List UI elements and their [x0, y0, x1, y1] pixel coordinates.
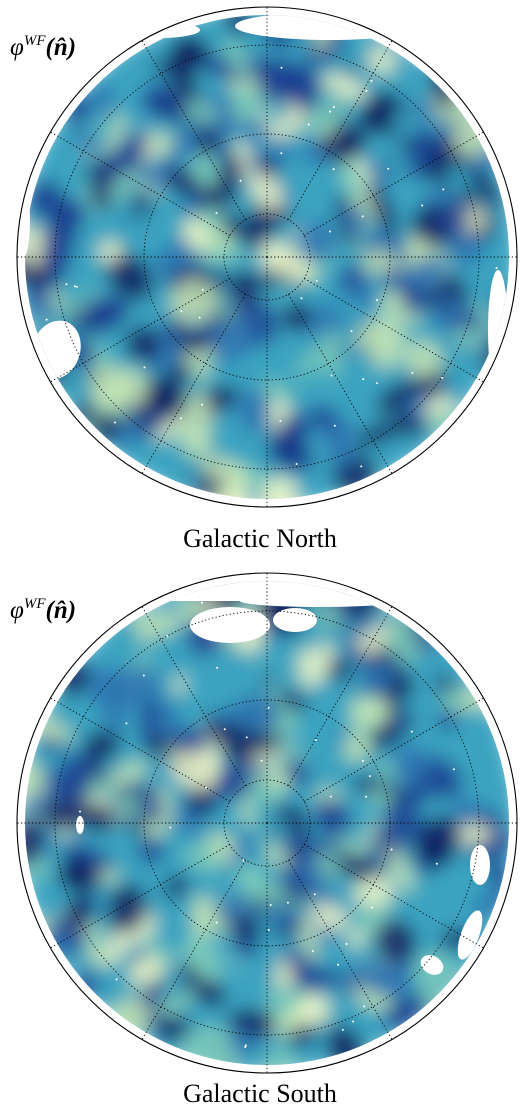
north-map-panel: φWF(n̂) Galactic North — [10, 6, 518, 553]
north-polar-map — [16, 6, 518, 508]
field-map — [25, 581, 509, 1065]
south-caption: Galactic South — [183, 1079, 337, 1108]
south-map-label: φWF(n̂) — [10, 596, 77, 624]
map-boundary — [16, 572, 518, 1074]
graticule — [17, 7, 517, 507]
south-map-panel: φWF(n̂) Galactic South — [0, 565, 520, 1118]
map-boundary — [16, 6, 518, 508]
graticule — [17, 573, 517, 1073]
north-caption: Galactic North — [183, 524, 337, 553]
north-map-label: φWF(n̂) — [10, 33, 77, 61]
south-polar-map — [16, 572, 518, 1074]
